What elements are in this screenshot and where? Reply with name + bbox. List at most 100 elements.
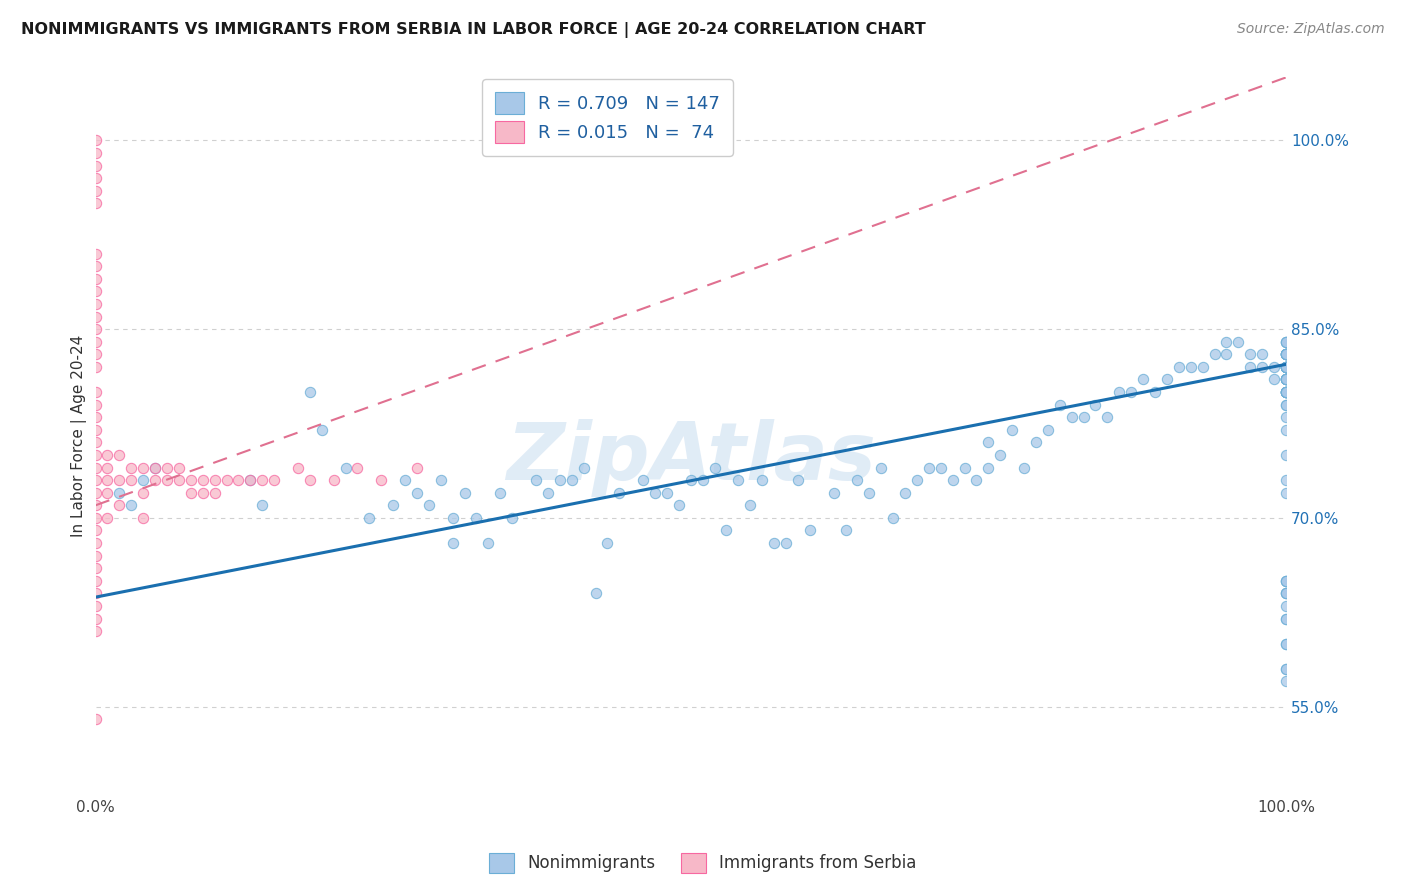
Point (537, 485, 560, 500)
Point (108, 448, 131, 462)
Point (215, 473, 238, 487)
Point (132, 460, 155, 475)
Point (703, 460, 725, 475)
Point (1275, 347, 1298, 361)
Point (1275, 611, 1298, 625)
Text: Source: ZipAtlas.com: Source: ZipAtlas.com (1237, 22, 1385, 37)
Point (1275, 586, 1298, 600)
Point (1251, 347, 1274, 361)
Point (1191, 359, 1213, 374)
Text: NONIMMIGRANTS VS IMMIGRANTS FROM SERBIA IN LABOR FORCE | AGE 20-24 CORRELATION C: NONIMMIGRANTS VS IMMIGRANTS FROM SERBIA … (21, 22, 925, 38)
Point (311, 423, 333, 437)
Point (489, 485, 512, 500)
Point (156, 473, 179, 487)
Point (477, 536, 499, 550)
Point (1215, 334, 1237, 349)
Point (1275, 372, 1298, 386)
Point (406, 485, 429, 500)
Point (1001, 423, 1024, 437)
Point (1275, 384, 1298, 399)
Point (1060, 410, 1083, 425)
Point (988, 448, 1011, 462)
Point (156, 460, 179, 475)
Point (1275, 334, 1298, 349)
Point (84, 285, 107, 299)
Point (84, 145, 107, 160)
Point (727, 473, 749, 487)
Point (763, 536, 786, 550)
Point (108, 473, 131, 487)
Point (84, 334, 107, 349)
Point (441, 511, 464, 525)
Point (298, 473, 321, 487)
Point (132, 485, 155, 500)
Point (1275, 359, 1298, 374)
Point (1215, 347, 1237, 361)
Point (631, 473, 654, 487)
Point (585, 586, 607, 600)
Point (287, 460, 309, 475)
Point (1275, 574, 1298, 588)
Point (84, 196, 107, 211)
Legend: Nonimmigrants, Immigrants from Serbia: Nonimmigrants, Immigrants from Serbia (482, 847, 924, 880)
Point (335, 460, 357, 475)
Point (1121, 384, 1143, 399)
Point (1275, 359, 1298, 374)
Point (823, 485, 845, 500)
Point (1275, 485, 1298, 500)
Point (167, 473, 190, 487)
Point (1275, 586, 1298, 600)
Point (1275, 359, 1298, 374)
Point (84, 624, 107, 639)
Point (441, 536, 464, 550)
Point (501, 511, 523, 525)
Point (1275, 674, 1298, 689)
Point (1049, 398, 1071, 412)
Point (561, 473, 583, 487)
Point (191, 473, 214, 487)
Point (786, 473, 808, 487)
Point (942, 473, 965, 487)
Point (84, 611, 107, 625)
Point (1275, 372, 1298, 386)
Point (132, 511, 155, 525)
Point (1275, 574, 1298, 588)
Point (191, 485, 214, 500)
Point (1036, 423, 1059, 437)
Point (1275, 347, 1298, 361)
Point (204, 485, 226, 500)
Point (120, 498, 142, 512)
Point (1275, 384, 1298, 399)
Point (1275, 372, 1298, 386)
Point (132, 473, 155, 487)
Point (84, 524, 107, 538)
Point (406, 460, 429, 475)
Point (894, 485, 917, 500)
Point (120, 460, 142, 475)
Point (1275, 359, 1298, 374)
Point (84, 398, 107, 412)
Point (263, 473, 285, 487)
Point (84, 561, 107, 575)
Point (180, 485, 202, 500)
Point (524, 473, 547, 487)
Point (1275, 611, 1298, 625)
Point (1180, 359, 1202, 374)
Point (108, 498, 131, 512)
Point (1012, 460, 1035, 475)
Point (84, 133, 107, 147)
Point (1275, 662, 1298, 676)
Point (84, 435, 107, 450)
Point (1275, 334, 1298, 349)
Point (692, 473, 714, 487)
Point (882, 511, 904, 525)
Point (751, 473, 773, 487)
Point (370, 473, 392, 487)
Legend: R = 0.709   N = 147, R = 0.015   N =  74: R = 0.709 N = 147, R = 0.015 N = 74 (482, 79, 733, 156)
Point (1275, 599, 1298, 613)
Point (1275, 473, 1298, 487)
Point (84, 473, 107, 487)
Point (84, 259, 107, 273)
Point (84, 599, 107, 613)
Point (1156, 372, 1178, 386)
